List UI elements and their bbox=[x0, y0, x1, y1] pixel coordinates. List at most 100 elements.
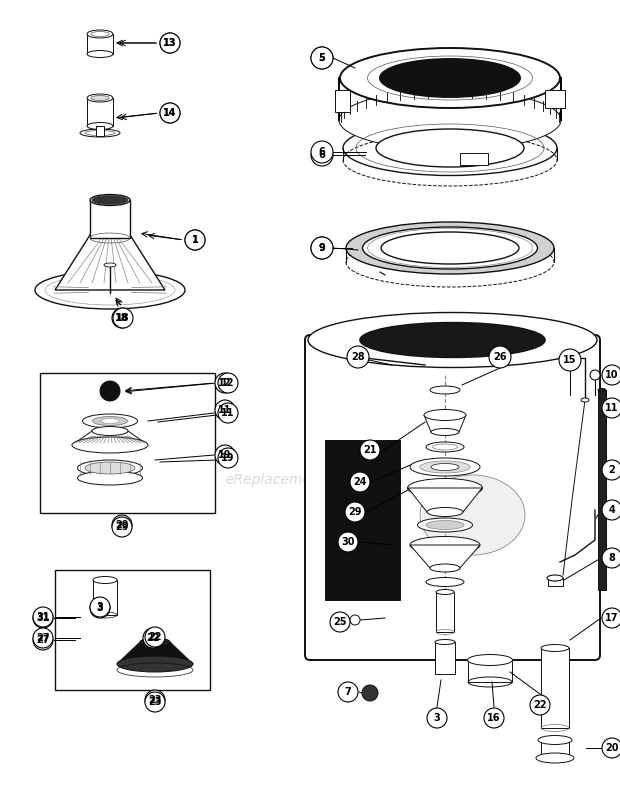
Circle shape bbox=[112, 517, 132, 537]
Circle shape bbox=[215, 400, 235, 420]
Bar bbox=[87, 98, 113, 126]
Ellipse shape bbox=[93, 577, 117, 583]
Ellipse shape bbox=[339, 90, 561, 150]
Ellipse shape bbox=[541, 645, 569, 651]
Circle shape bbox=[145, 692, 165, 712]
Circle shape bbox=[338, 682, 358, 702]
Circle shape bbox=[590, 370, 600, 380]
Text: 23: 23 bbox=[148, 697, 162, 707]
Text: 2: 2 bbox=[609, 465, 616, 475]
Text: 27: 27 bbox=[36, 633, 50, 643]
Ellipse shape bbox=[431, 463, 459, 471]
Ellipse shape bbox=[407, 479, 482, 498]
Ellipse shape bbox=[360, 323, 545, 357]
Circle shape bbox=[311, 47, 333, 69]
Ellipse shape bbox=[426, 520, 464, 530]
Ellipse shape bbox=[80, 129, 120, 137]
Text: eReplacementParts.com: eReplacementParts.com bbox=[225, 473, 395, 487]
Circle shape bbox=[145, 690, 165, 710]
Text: 9: 9 bbox=[319, 243, 326, 253]
Text: 29: 29 bbox=[115, 522, 129, 532]
Ellipse shape bbox=[140, 638, 170, 646]
Ellipse shape bbox=[363, 227, 538, 269]
Ellipse shape bbox=[427, 507, 463, 516]
Ellipse shape bbox=[417, 518, 472, 532]
Polygon shape bbox=[72, 431, 148, 445]
Ellipse shape bbox=[426, 442, 464, 452]
Ellipse shape bbox=[538, 736, 572, 745]
FancyBboxPatch shape bbox=[305, 335, 600, 660]
Circle shape bbox=[489, 346, 511, 368]
Circle shape bbox=[160, 103, 180, 123]
Ellipse shape bbox=[82, 414, 138, 428]
Bar bbox=[90, 200, 130, 238]
Text: 7: 7 bbox=[345, 687, 352, 697]
Circle shape bbox=[218, 403, 238, 423]
Text: 13: 13 bbox=[163, 38, 177, 48]
Text: 3: 3 bbox=[97, 602, 104, 612]
Text: 25: 25 bbox=[334, 617, 347, 627]
Polygon shape bbox=[117, 642, 193, 664]
Text: 10: 10 bbox=[605, 370, 619, 380]
Ellipse shape bbox=[78, 460, 143, 476]
Circle shape bbox=[145, 627, 165, 647]
Ellipse shape bbox=[430, 564, 460, 572]
Circle shape bbox=[350, 472, 370, 492]
Bar bbox=[436, 592, 454, 632]
Ellipse shape bbox=[87, 122, 113, 129]
Text: 5: 5 bbox=[319, 53, 326, 63]
Ellipse shape bbox=[376, 129, 524, 167]
Text: 14: 14 bbox=[163, 108, 177, 118]
Ellipse shape bbox=[308, 312, 597, 368]
Text: 5: 5 bbox=[319, 53, 326, 63]
Text: 29: 29 bbox=[348, 507, 361, 517]
Polygon shape bbox=[408, 488, 482, 512]
Circle shape bbox=[100, 381, 120, 401]
Circle shape bbox=[33, 630, 53, 650]
Text: 18: 18 bbox=[115, 313, 129, 323]
Text: 13: 13 bbox=[163, 38, 177, 48]
Text: 22: 22 bbox=[148, 632, 162, 642]
Text: 18: 18 bbox=[116, 313, 130, 323]
Text: 3: 3 bbox=[97, 603, 104, 613]
Bar bbox=[541, 648, 569, 728]
Circle shape bbox=[350, 615, 360, 625]
Circle shape bbox=[602, 738, 620, 758]
Circle shape bbox=[602, 398, 620, 418]
Circle shape bbox=[347, 346, 369, 368]
Text: 17: 17 bbox=[605, 613, 619, 623]
Text: 16: 16 bbox=[487, 713, 501, 723]
Circle shape bbox=[215, 373, 235, 393]
Ellipse shape bbox=[92, 427, 128, 435]
Circle shape bbox=[113, 308, 133, 328]
Circle shape bbox=[215, 445, 235, 465]
Text: 4: 4 bbox=[609, 505, 616, 515]
Circle shape bbox=[345, 502, 365, 522]
Ellipse shape bbox=[581, 398, 589, 402]
Ellipse shape bbox=[420, 461, 470, 473]
Bar bbox=[598, 390, 606, 590]
Text: 20: 20 bbox=[605, 743, 619, 753]
Text: 6: 6 bbox=[319, 147, 326, 157]
Circle shape bbox=[602, 460, 620, 480]
Ellipse shape bbox=[598, 388, 606, 392]
Circle shape bbox=[218, 373, 238, 393]
Text: 23: 23 bbox=[148, 695, 162, 705]
Circle shape bbox=[160, 33, 180, 53]
Bar bbox=[87, 34, 113, 54]
Ellipse shape bbox=[340, 48, 560, 108]
Bar bbox=[335, 90, 350, 112]
Ellipse shape bbox=[343, 121, 557, 176]
Circle shape bbox=[112, 515, 132, 535]
Ellipse shape bbox=[78, 471, 143, 485]
Text: 22: 22 bbox=[533, 700, 547, 710]
Ellipse shape bbox=[431, 428, 459, 435]
Bar bbox=[468, 660, 512, 682]
Circle shape bbox=[602, 608, 620, 628]
Circle shape bbox=[185, 230, 205, 250]
Ellipse shape bbox=[90, 194, 130, 205]
Text: 11: 11 bbox=[605, 403, 619, 413]
Ellipse shape bbox=[87, 30, 113, 38]
Text: 30: 30 bbox=[341, 537, 355, 547]
Text: 27: 27 bbox=[36, 635, 50, 645]
